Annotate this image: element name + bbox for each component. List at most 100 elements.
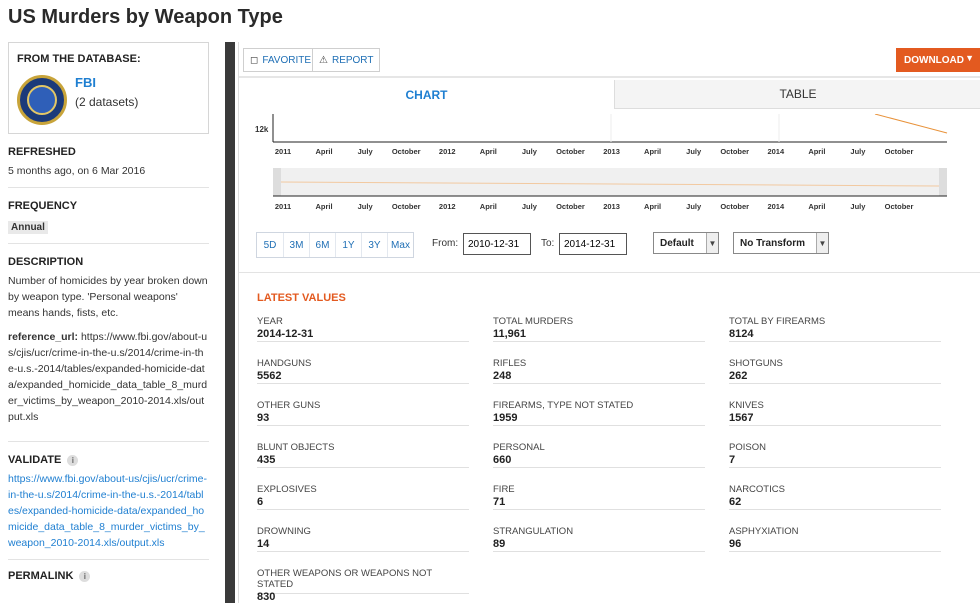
aggregation-select[interactable]: Default ▼	[653, 232, 719, 254]
latest-values-title: LATEST VALUES	[257, 292, 346, 304]
navigator-series-line	[280, 181, 940, 187]
latest-value-number: 1567	[729, 412, 754, 424]
latest-value-label: YEAR	[257, 316, 283, 327]
fbi-seal-logo[interactable]	[17, 75, 67, 125]
section-divider	[239, 272, 980, 273]
latest-value-item: DROWNING 14	[257, 526, 469, 552]
frequency-title: FREQUENCY	[8, 200, 78, 212]
info-icon[interactable]: i	[67, 454, 79, 466]
latest-value-label: BLUNT OBJECTS	[257, 442, 335, 453]
x-tick-label: 2011	[275, 202, 291, 211]
latest-value-number: 62	[729, 496, 742, 508]
x-tick-label: April	[808, 202, 825, 211]
y-tick-label: 12k	[255, 125, 269, 134]
validate-link[interactable]: https://www.fbi.gov/about-us/cjis/ucr/cr…	[8, 473, 207, 549]
latest-value-item: TOTAL BY FIREARMS 8124	[729, 316, 941, 342]
refreshed-section: REFRESHED 5 months ago, on 6 Mar 2016	[8, 134, 209, 188]
navigator-window[interactable]	[273, 168, 947, 196]
to-date-input[interactable]	[559, 233, 627, 255]
caret-down-icon: ▼	[965, 53, 974, 63]
latest-value-label: DROWNING	[257, 526, 311, 537]
x-ticks-top: 2011 April July October 2012 April July October…	[275, 147, 914, 156]
latest-value-item: PERSONAL 660	[493, 442, 705, 468]
latest-value-item: TOTAL MURDERS 11,961	[493, 316, 705, 342]
validate-title: VALIDATE i	[8, 454, 209, 466]
favorite-button[interactable]: ◻ FAVORITE	[243, 48, 319, 72]
range-selector: 5D 3M 6M 1Y 3Y Max	[256, 232, 414, 258]
x-tick-label: 2014	[767, 202, 785, 211]
warning-icon: ⚠	[319, 54, 328, 66]
range-button-3m[interactable]: 3M	[283, 233, 309, 257]
latest-value-item: KNIVES 1567	[729, 400, 941, 426]
latest-value-number: 660	[493, 454, 512, 466]
x-tick-label: 2011	[275, 147, 291, 156]
range-button-5d[interactable]: 5D	[257, 233, 283, 257]
x-tick-label: July	[850, 147, 866, 156]
x-tick-label: 2013	[603, 202, 620, 211]
x-tick-label: April	[644, 147, 661, 156]
latest-value-number: 11,961	[493, 328, 527, 340]
x-tick-label: July	[358, 202, 374, 211]
x-ticks-bottom: 2011 April July October 2012 April July October…	[275, 202, 914, 211]
x-tick-label: April	[808, 147, 825, 156]
latest-value-label: OTHER GUNS	[257, 400, 321, 411]
latest-value-label: RIFLES	[493, 358, 527, 369]
info-icon[interactable]: i	[79, 570, 91, 582]
latest-value-number: 1959	[493, 412, 518, 424]
latest-value-number: 5562	[257, 370, 282, 382]
latest-value-label: KNIVES	[729, 400, 764, 411]
database-count: (2 datasets)	[75, 95, 139, 109]
tab-bar: CHART TABLE	[239, 80, 980, 109]
refreshed-text: 5 months ago, on 6 Mar 2016	[8, 165, 146, 177]
latest-value-number: 14	[257, 538, 270, 550]
frequency-badge: Annual	[8, 221, 48, 234]
latest-value-label: EXPLOSIVES	[257, 484, 317, 495]
x-tick-label: July	[686, 202, 702, 211]
page-title: US Murders by Weapon Type	[8, 6, 283, 28]
description-text: Number of homicides by year broken down …	[8, 275, 208, 319]
permalink-title: PERMALINK i	[8, 570, 209, 582]
latest-value-label: PERSONAL	[493, 442, 545, 453]
latest-value-label: ASPHYXIATION	[729, 526, 799, 537]
latest-value-label: POISON	[729, 442, 766, 453]
latest-value-item: RIFLES 248	[493, 358, 705, 384]
database-heading: FROM THE DATABASE:	[17, 53, 141, 65]
report-button[interactable]: ⚠ REPORT	[312, 48, 381, 72]
description-section: DESCRIPTION Number of homicides by year …	[8, 244, 209, 442]
navigator-handle-right[interactable]	[939, 168, 947, 196]
toolbar: ◻ FAVORITE ⚠ REPORT DOWNLOAD ▼	[239, 42, 980, 78]
database-link[interactable]: FBI	[75, 75, 96, 90]
tab-table[interactable]: TABLE	[615, 80, 980, 109]
x-tick-label: July	[850, 202, 866, 211]
x-tick-label: October	[720, 147, 749, 156]
chart[interactable]: 12k 2011 April July October 2012 April July Oct…	[239, 114, 980, 214]
tab-chart[interactable]: CHART	[239, 80, 615, 109]
latest-value-item: STRANGULATION 89	[493, 526, 705, 552]
x-tick-label: April	[480, 147, 497, 156]
from-date-input[interactable]	[463, 233, 531, 255]
transform-select[interactable]: No Transform ▼	[733, 232, 829, 254]
latest-value-number: 7	[729, 454, 736, 466]
x-tick-label: April	[644, 202, 661, 211]
navigator-handle-left[interactable]	[273, 168, 281, 196]
reference-url-key: reference_url:	[8, 331, 79, 343]
latest-value-number: 71	[493, 496, 506, 508]
range-button-max[interactable]: Max	[387, 233, 413, 257]
latest-value-label: SHOTGUNS	[729, 358, 783, 369]
refreshed-title: REFRESHED	[8, 146, 76, 158]
x-tick-label: 2013	[603, 147, 620, 156]
range-button-3y[interactable]: 3Y	[361, 233, 387, 257]
x-tick-label: 2012	[439, 202, 456, 211]
range-button-1y[interactable]: 1Y	[335, 233, 361, 257]
latest-value-number: 248	[493, 370, 512, 382]
reference-url-value[interactable]: https://www.fbi.gov/about-us/cjis/ucr/cr…	[8, 331, 208, 423]
x-tick-label: October	[556, 202, 585, 211]
frequency-section: FREQUENCY Annual	[8, 188, 209, 244]
latest-value-number: 2014-12-31	[257, 328, 314, 340]
range-button-6m[interactable]: 6M	[309, 233, 335, 257]
latest-value-label: TOTAL MURDERS	[493, 316, 574, 327]
download-button[interactable]: DOWNLOAD ▼	[896, 48, 980, 72]
latest-value-label: NARCOTICS	[729, 484, 785, 495]
latest-value-label: OTHER WEAPONS OR WEAPONS NOT STATED	[257, 568, 433, 590]
